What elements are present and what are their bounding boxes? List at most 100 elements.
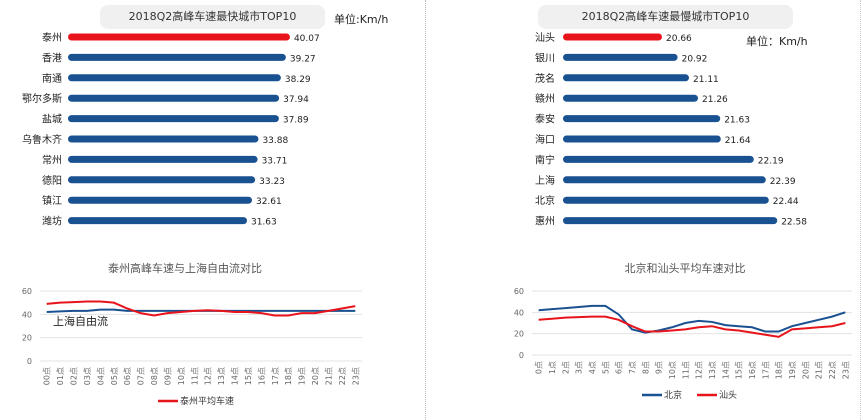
x-tick-label: 16点 [748,361,757,379]
bar [563,155,754,163]
x-tick-label: 19点 [298,367,307,385]
x-tick-label: 14点 [721,361,730,379]
y-tick-label: 40 [514,308,524,317]
x-tick-label: 1点 [548,361,557,374]
x-tick-label: 6点 [615,361,624,374]
bar-value-label: 32.61 [256,197,282,207]
x-tick-label: 20点 [311,367,320,385]
x-tick-label: 15点 [735,361,744,379]
x-tick-label: 7点 [628,361,637,374]
bar-value-label: 33.71 [262,156,288,166]
bar-value-label: 37.94 [283,95,309,105]
y-tick-label: 60 [22,287,32,296]
x-tick-label: 22点 [828,361,837,379]
bar-category-label: 鄂尔多斯 [22,92,62,105]
fastest-unit-label: 单位:Km/h [334,13,389,26]
x-tick-label: 14点 [231,367,240,385]
series-line-1 [46,300,356,317]
bar-value-label: 21.64 [725,136,751,146]
y-tick-label: 60 [514,287,524,296]
bar [563,33,662,41]
line-chart-title: 北京和汕头平均车速对比 [625,261,746,275]
x-tick-label: 08点 [150,367,159,385]
bar [563,53,678,61]
bar [68,115,279,123]
x-tick-label: 10点 [668,361,677,379]
series-line-1 [538,315,846,338]
x-tick-label: 17点 [761,361,770,379]
right-edge-divider [860,0,861,420]
bar-category-label: 南宁 [535,153,555,166]
bar-category-label: 常州 [42,153,62,166]
bar [563,196,769,204]
x-tick-label: 0点 [535,361,544,374]
bar-category-label: 上海 [535,174,555,187]
bar-value-label: 39.27 [290,54,316,64]
bar-category-label: 南通 [42,72,62,85]
x-tick-label: 4点 [588,361,597,374]
x-tick-label: 05点 [110,367,119,385]
panel-divider [425,0,426,420]
x-tick-label: 21点 [815,361,824,379]
slowest-unit-label: 单位：Km/h [746,35,808,48]
bar [68,33,290,41]
bar-value-label: 22.58 [781,218,807,228]
bar-value-label: 31.63 [251,218,277,228]
bar-category-label: 香港 [42,52,62,64]
slowest-chart-title: 2018Q2高峰车速最慢城市TOP10 [538,5,793,29]
bar-category-label: 德阳 [42,174,62,187]
x-tick-label: 22点 [338,367,347,385]
bar-value-label: 21.26 [702,95,728,105]
x-tick-label: 3点 [575,361,584,374]
x-tick-label: 2点 [561,361,570,374]
bar-category-label: 乌鲁木齐 [22,133,62,146]
bar [563,176,766,184]
bar [68,94,280,102]
x-tick-label: 07点 [137,367,146,385]
x-tick-label: 17点 [271,367,280,385]
bar-value-label: 38.29 [285,75,311,85]
bar-category-label: 茂名 [535,72,555,85]
legend-label: 泰州平均车速 [180,395,234,407]
x-tick-label: 15点 [244,367,253,385]
x-tick-label: 18点 [284,367,293,385]
x-tick-label: 13点 [708,361,717,379]
bar-value-label: 22.19 [758,156,784,166]
bar [68,176,256,184]
x-tick-label: 23点 [351,367,360,385]
x-tick-label: 16点 [257,367,266,385]
bar-value-label: 33.88 [262,136,288,146]
bar-category-label: 北京 [535,194,555,207]
x-tick-label: 19点 [788,361,797,379]
x-tick-label: 01点 [56,367,65,385]
bar-category-label: 汕头 [535,32,555,44]
bar-value-label: 40.07 [294,34,320,44]
x-tick-label: 02点 [70,367,79,385]
bar-category-label: 镇江 [42,194,62,207]
bar-value-label: 22.39 [770,177,796,187]
x-tick-label: 18点 [775,361,784,379]
legend-label: 汕头 [719,390,737,401]
x-tick-label: 5点 [601,361,610,374]
bar-value-label: 20.66 [666,34,692,44]
bar-category-label: 银川 [535,51,555,64]
bar [563,217,778,225]
y-tick-label: 0 [27,357,32,366]
bar-value-label: 21.63 [724,116,750,126]
bar-category-label: 赣州 [535,92,555,105]
bar [563,94,698,102]
y-tick-label: 20 [22,334,32,343]
bar [563,74,689,82]
x-tick-label: 13点 [217,367,226,385]
bar [563,115,721,123]
bar-category-label: 泰安 [535,113,555,126]
x-tick-label: 23点 [841,361,850,379]
y-tick-label: 20 [514,330,524,339]
bar-value-label: 37.89 [283,116,309,126]
x-tick-label: 20点 [801,361,810,379]
free-flow-annotation: 上海自由流 [53,314,108,328]
fastest-chart-title: 2018Q2高峰车速最快城市TOP10 [100,5,325,29]
bar-value-label: 20.92 [682,54,708,64]
y-tick-label: 40 [22,310,32,319]
